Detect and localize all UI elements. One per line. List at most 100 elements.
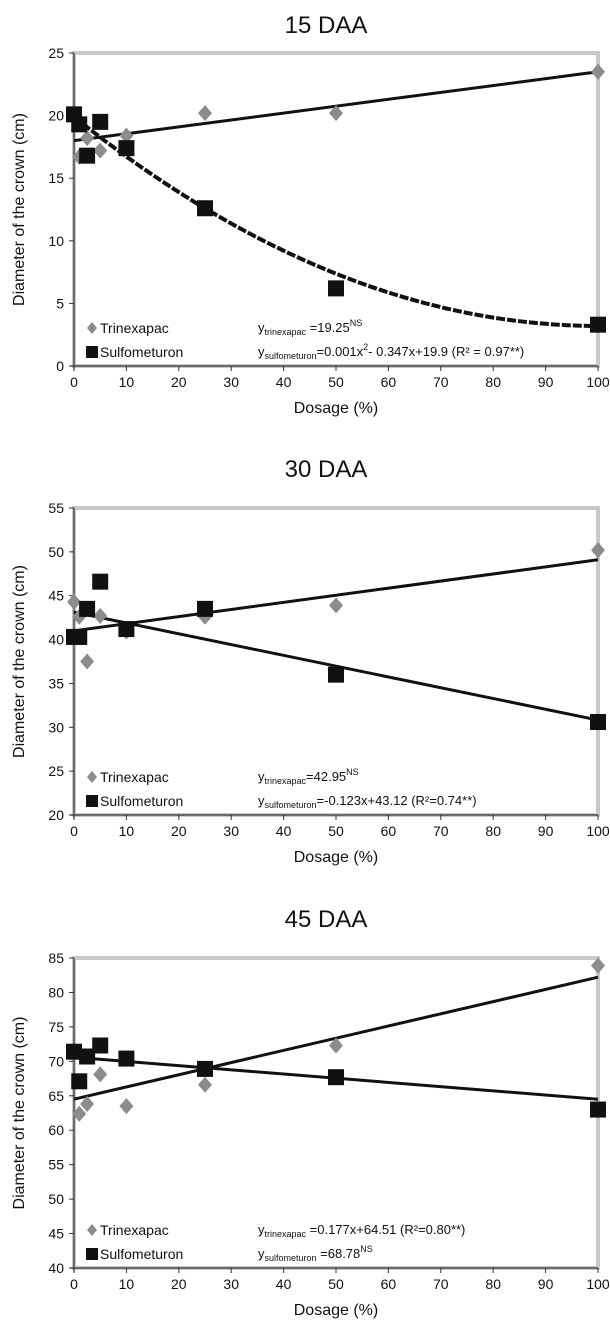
x-tick-label: 100 bbox=[586, 823, 610, 839]
x-tick-label: 20 bbox=[171, 823, 187, 839]
x-tick-label: 30 bbox=[223, 1276, 239, 1292]
y-tick-label: 40 bbox=[48, 632, 64, 648]
regression-equation: ysulfometuron =68.78NS bbox=[258, 1244, 373, 1263]
x-tick-label: 80 bbox=[485, 1276, 501, 1292]
trend-line bbox=[72, 115, 598, 328]
legend-marker-sulfometuron bbox=[86, 795, 98, 807]
legend-label: Sulfometuron bbox=[100, 344, 183, 360]
chart-title: 30 DAA bbox=[285, 456, 368, 483]
x-tick-label: 40 bbox=[276, 374, 292, 390]
x-tick-label: 60 bbox=[381, 1276, 397, 1292]
trinexapac-point bbox=[72, 1105, 87, 1122]
x-tick-label: 70 bbox=[433, 823, 449, 839]
y-tick-label: 45 bbox=[48, 1226, 64, 1242]
x-tick-label: 80 bbox=[485, 374, 501, 390]
y-tick-label: 40 bbox=[48, 1260, 64, 1276]
sulfometuron-point bbox=[92, 113, 109, 130]
y-tick-label: 25 bbox=[48, 45, 64, 61]
trinexapac-point bbox=[119, 127, 134, 144]
legend-marker-sulfometuron bbox=[86, 346, 98, 358]
sulfometuron-point bbox=[590, 714, 606, 731]
y-tick-label: 5 bbox=[56, 295, 64, 311]
x-axis-label: Dosage (%) bbox=[294, 849, 378, 866]
sulfometuron-point bbox=[79, 600, 96, 617]
regression-equation: ytrinexapac =0.177x+64.51 (R²=0.80**) bbox=[258, 1222, 465, 1239]
x-tick-label: 10 bbox=[119, 823, 135, 839]
x-tick-label: 40 bbox=[276, 1276, 292, 1292]
sulfometuron-point bbox=[328, 666, 344, 683]
legend-marker-trinexapac bbox=[87, 322, 97, 334]
y-tick-label: 30 bbox=[48, 719, 64, 735]
x-tick-label: 100 bbox=[586, 1276, 610, 1292]
y-tick-label: 15 bbox=[48, 170, 64, 186]
sulfometuron-point bbox=[71, 1073, 88, 1090]
y-axis-label: Diameter of the crown (cm) bbox=[11, 565, 28, 758]
trend-line bbox=[73, 610, 599, 722]
x-tick-label: 50 bbox=[328, 374, 344, 390]
regression-equation: ytrinexapac =19.25NS bbox=[258, 318, 362, 337]
sulfometuron-point bbox=[71, 628, 88, 645]
x-tick-label: 100 bbox=[586, 374, 610, 390]
x-tick-label: 90 bbox=[538, 823, 554, 839]
y-tick-label: 55 bbox=[48, 500, 64, 516]
sulfometuron-point bbox=[92, 1037, 109, 1054]
x-tick-label: 20 bbox=[171, 374, 187, 390]
trinexapac-point bbox=[93, 142, 108, 159]
x-tick-label: 70 bbox=[433, 1276, 449, 1292]
sulfometuron-point bbox=[328, 280, 344, 297]
regression-equation: ysulfometuron=0.001x2- 0.347x+19.9 (R² =… bbox=[258, 342, 524, 361]
sulfometuron-point bbox=[328, 1069, 344, 1086]
y-tick-label: 20 bbox=[48, 807, 64, 823]
y-tick-label: 80 bbox=[48, 984, 64, 1000]
sulfometuron-point bbox=[197, 1060, 213, 1077]
y-tick-label: 60 bbox=[48, 1122, 64, 1138]
regression-equation: ytrinexapac=42.95NS bbox=[258, 767, 359, 786]
regression-equation: ysulfometuron=-0.123x+43.12 (R²=0.74**) bbox=[258, 793, 477, 810]
y-tick-label: 50 bbox=[48, 544, 64, 560]
x-tick-label: 80 bbox=[485, 823, 501, 839]
trinexapac-point bbox=[93, 607, 108, 624]
chart-panel: 15 DAA 0 5 10 15 20 25 0 10 20 30 40 50 60 70 80 90 100 Do… bbox=[11, 12, 610, 417]
y-tick-label: 75 bbox=[48, 1019, 64, 1035]
x-axis-label: Dosage (%) bbox=[294, 1302, 378, 1319]
y-tick-label: 20 bbox=[48, 108, 64, 124]
trinexapac-point bbox=[80, 130, 95, 147]
legend-label: Sulfometuron bbox=[100, 1246, 183, 1262]
x-tick-label: 30 bbox=[223, 374, 239, 390]
x-tick-label: 10 bbox=[119, 1276, 135, 1292]
x-tick-label: 40 bbox=[276, 823, 292, 839]
legend-marker-trinexapac bbox=[87, 771, 97, 783]
x-tick-label: 0 bbox=[70, 1276, 78, 1292]
y-tick-label: 65 bbox=[48, 1088, 64, 1104]
y-tick-label: 25 bbox=[48, 763, 64, 779]
x-tick-label: 0 bbox=[70, 823, 78, 839]
sulfometuron-point bbox=[590, 1101, 606, 1118]
x-axis-label: Dosage (%) bbox=[294, 400, 378, 417]
trinexapac-point bbox=[198, 1076, 212, 1093]
sulfometuron-point bbox=[118, 140, 135, 157]
sulfometuron-point bbox=[197, 600, 213, 617]
legend-label: Trinexapac bbox=[100, 1222, 169, 1238]
trinexapac-point bbox=[198, 105, 212, 122]
sulfometuron-point bbox=[590, 316, 606, 333]
legend-label: Sulfometuron bbox=[100, 793, 183, 809]
sulfometuron-point bbox=[118, 1050, 135, 1067]
x-tick-label: 50 bbox=[328, 823, 344, 839]
y-tick-label: 55 bbox=[48, 1157, 64, 1173]
x-tick-label: 0 bbox=[70, 374, 78, 390]
sulfometuron-point bbox=[71, 116, 88, 133]
x-tick-label: 70 bbox=[433, 374, 449, 390]
sulfometuron-point bbox=[197, 200, 213, 217]
y-tick-label: 70 bbox=[48, 1053, 64, 1069]
x-tick-label: 20 bbox=[171, 1276, 187, 1292]
chart-panel: 45 DAA 40 45 50 55 60 65 70 75 80 85 0 10 20 30 40 50 60 7… bbox=[11, 906, 610, 1319]
x-tick-label: 10 bbox=[119, 374, 135, 390]
y-axis-label: Diameter of the crown (cm) bbox=[11, 113, 28, 306]
legend-marker-trinexapac bbox=[87, 1224, 97, 1236]
trinexapac-point bbox=[591, 542, 605, 559]
sulfometuron-point bbox=[79, 147, 96, 164]
trinexapac-point bbox=[329, 105, 343, 122]
sulfometuron-point bbox=[92, 573, 109, 590]
x-tick-label: 90 bbox=[538, 1276, 554, 1292]
